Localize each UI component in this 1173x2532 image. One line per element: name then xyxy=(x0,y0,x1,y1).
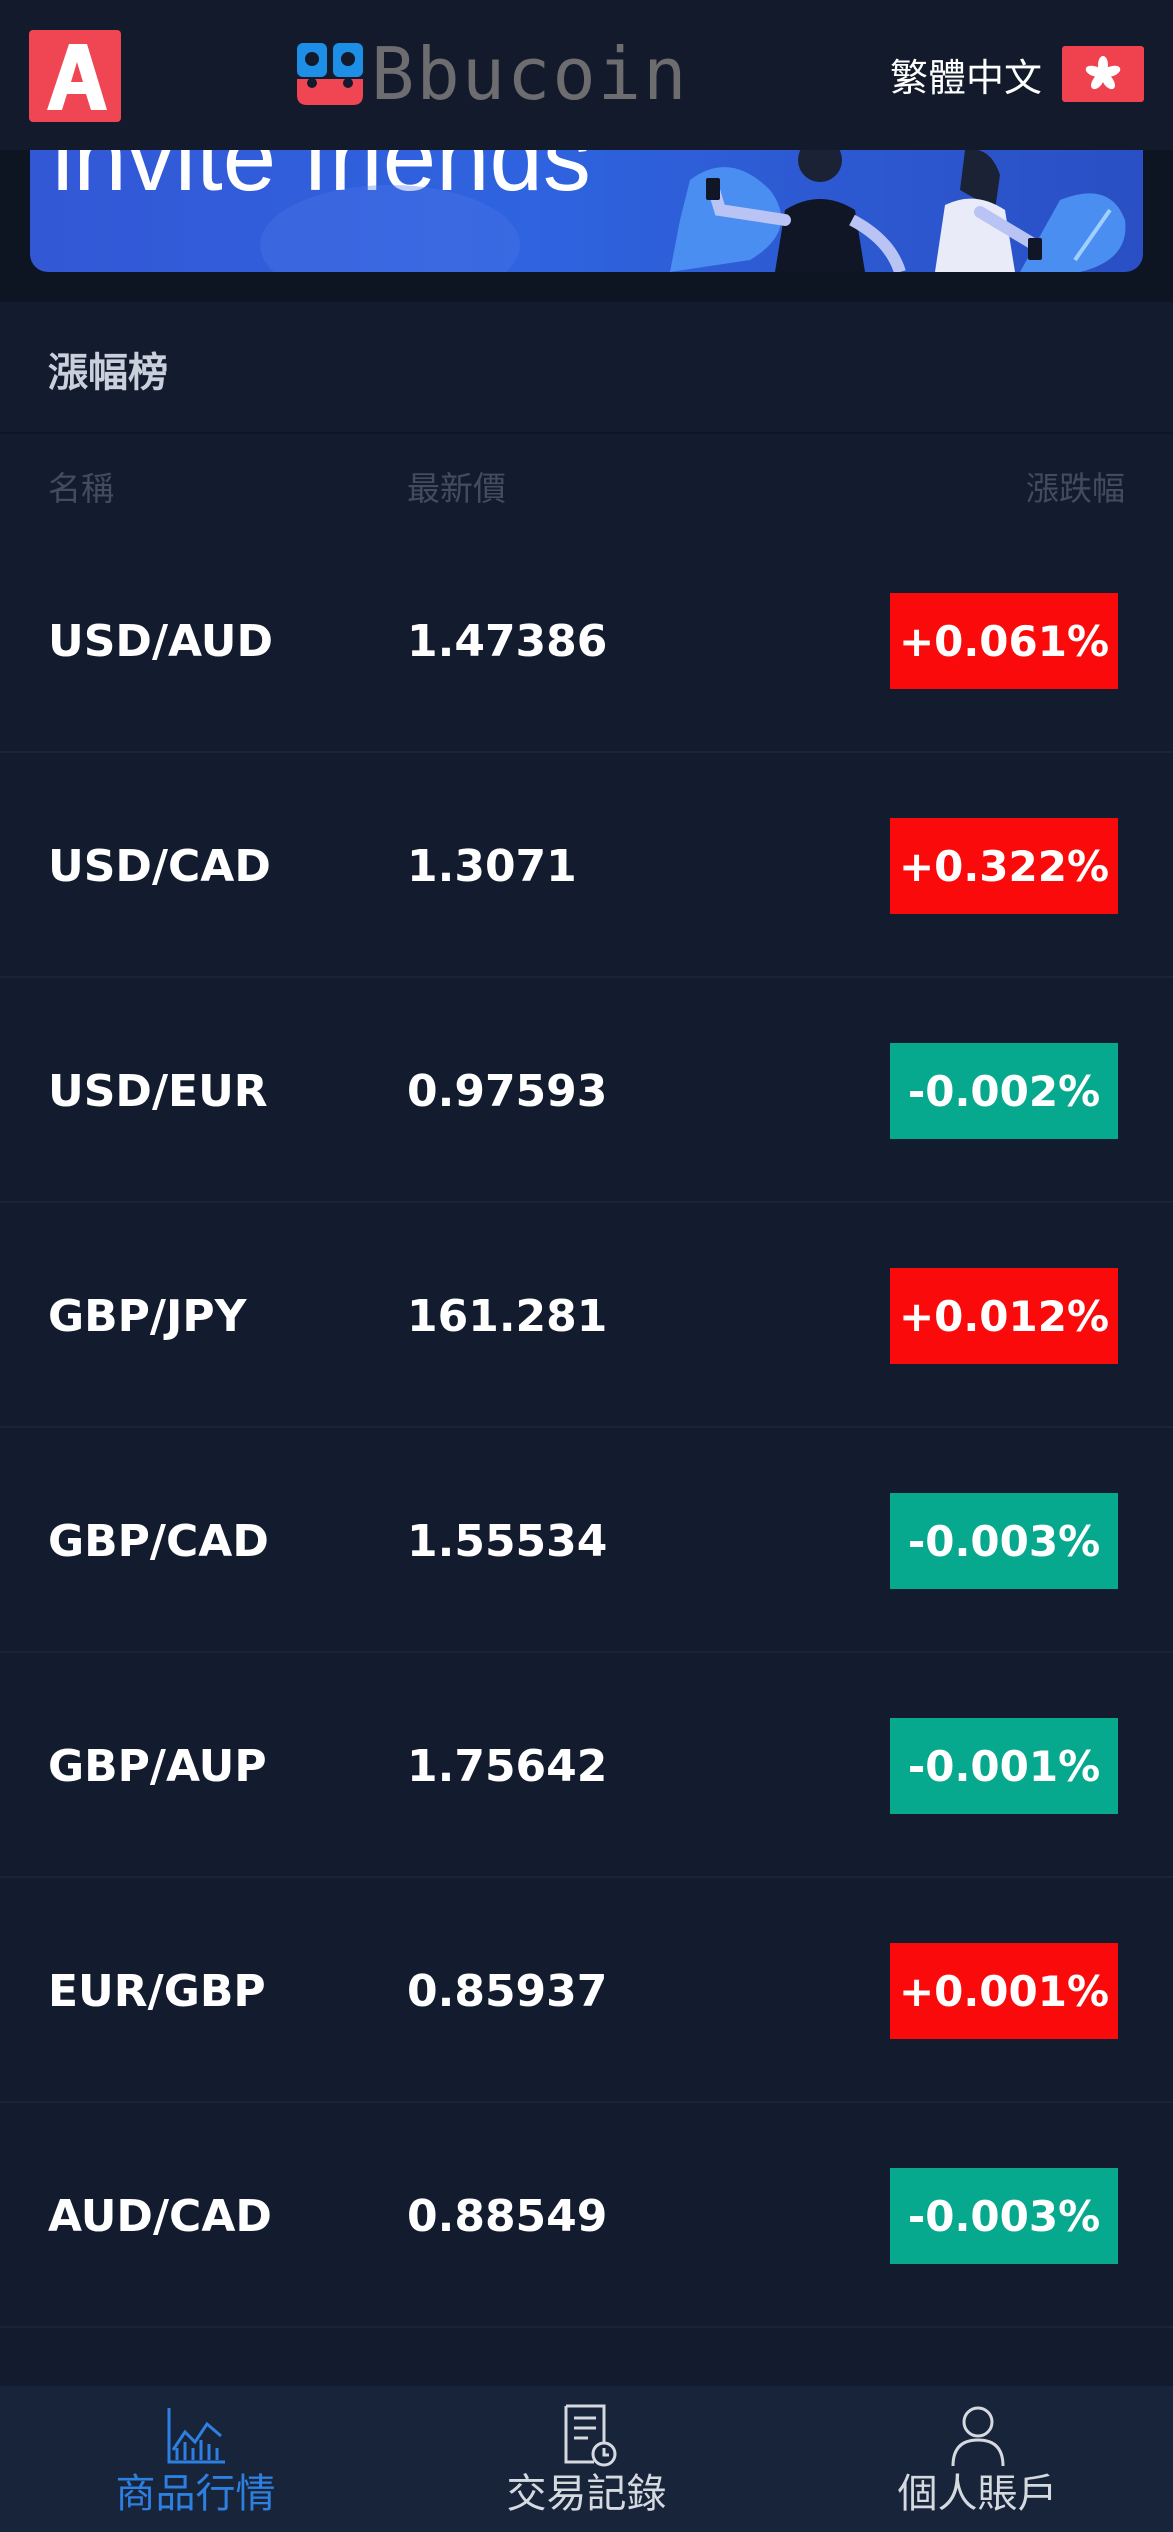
latest-price: 1.3071 xyxy=(407,841,577,892)
brand-name: Bbucoin xyxy=(371,32,689,116)
nav-label: 交易記錄 xyxy=(506,2471,667,2517)
chart-icon xyxy=(167,2408,225,2464)
pair-name: GBP/CAD xyxy=(48,1516,269,1567)
pair-name: USD/EUR xyxy=(48,1066,268,1117)
market-list: USD/AUD 1.47386 +0.061% USD/CAD 1.3071 +… xyxy=(0,528,1173,2328)
nav-tab-market[interactable]: 商品行情 xyxy=(0,2386,391,2532)
pair-name: USD/CAD xyxy=(48,841,271,892)
change-badge: +0.012% xyxy=(890,1268,1118,1364)
nav-tab-trade-records[interactable]: 交易記錄 xyxy=(391,2386,782,2532)
hong-kong-flag-icon xyxy=(1062,46,1144,102)
nav-tab-account[interactable]: 個人賬戶 xyxy=(782,2386,1173,2532)
banner-text: invite friends xyxy=(52,150,591,211)
change-badge: +0.061% xyxy=(890,593,1118,689)
column-header-change: 漲跌幅 xyxy=(1026,469,1125,508)
section-title: 漲幅榜 xyxy=(48,350,168,396)
change-badge: -0.001% xyxy=(890,1718,1118,1814)
banner-container: invite friends xyxy=(0,150,1173,302)
pair-name: AUD/CAD xyxy=(48,2191,272,2242)
market-row[interactable]: GBP/AUP 1.75642 -0.001% xyxy=(0,1653,1173,1878)
nav-label: 個人賬戶 xyxy=(897,2471,1058,2517)
market-row[interactable]: GBP/CAD 1.55534 -0.003% xyxy=(0,1428,1173,1653)
market-row[interactable]: USD/CAD 1.3071 +0.322% xyxy=(0,753,1173,978)
market-row[interactable]: USD/EUR 0.97593 -0.002% xyxy=(0,978,1173,1203)
brand-mark-icon xyxy=(297,43,363,105)
change-badge: +0.322% xyxy=(890,818,1118,914)
gainers-section-header: 漲幅榜 xyxy=(0,302,1173,434)
market-row[interactable]: USD/AUD 1.47386 +0.061% xyxy=(0,528,1173,753)
column-header-name: 名稱 xyxy=(48,469,114,508)
latest-price: 1.55534 xyxy=(407,1516,608,1567)
pair-name: EUR/GBP xyxy=(48,1966,266,2017)
latest-price: 0.97593 xyxy=(407,1066,608,1117)
change-badge: -0.003% xyxy=(890,1493,1118,1589)
nav-label: 商品行情 xyxy=(115,2471,276,2517)
promo-banner[interactable]: invite friends xyxy=(30,150,1143,272)
brand-logo: Bbucoin xyxy=(295,34,688,114)
pair-name: GBP/JPY xyxy=(48,1291,247,1342)
pair-name: USD/AUD xyxy=(48,616,273,667)
pair-name: GBP/AUP xyxy=(48,1741,267,1792)
column-header-price: 最新價 xyxy=(407,469,506,508)
change-badge: +0.001% xyxy=(890,1943,1118,2039)
bottom-navigation: 商品行情 交易記錄 個人賬戶 xyxy=(0,2386,1173,2532)
market-row[interactable]: EUR/GBP 0.85937 +0.001% xyxy=(0,1878,1173,2103)
latest-price: 0.88549 xyxy=(407,2191,608,2242)
document-clock-icon xyxy=(564,2404,616,2467)
language-selector[interactable]: 繁體中文 xyxy=(890,44,1144,104)
change-badge: -0.003% xyxy=(890,2168,1118,2264)
latest-price: 1.47386 xyxy=(407,616,608,667)
person-icon xyxy=(951,2406,1004,2467)
app-logo-icon[interactable] xyxy=(29,30,121,122)
latest-price: 161.281 xyxy=(407,1291,608,1342)
app-header: Bbucoin 繁體中文 xyxy=(0,0,1173,150)
change-badge: -0.002% xyxy=(890,1043,1118,1139)
language-label: 繁體中文 xyxy=(889,55,1042,100)
latest-price: 1.75642 xyxy=(407,1741,608,1792)
latest-price: 0.85937 xyxy=(407,1966,608,2017)
market-row[interactable]: GBP/JPY 161.281 +0.012% xyxy=(0,1203,1173,1428)
banner-illustration xyxy=(260,150,1126,272)
market-row[interactable]: AUD/CAD 0.88549 -0.003% xyxy=(0,2103,1173,2328)
